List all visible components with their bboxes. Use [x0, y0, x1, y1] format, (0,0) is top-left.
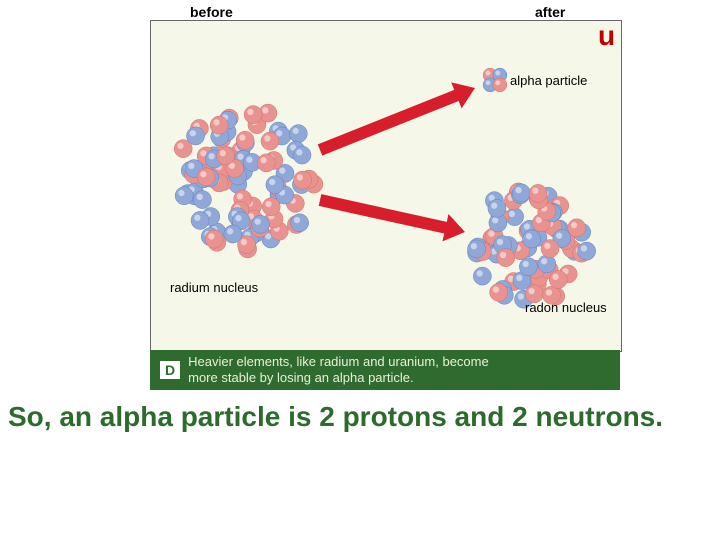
letter-u: u — [598, 20, 615, 52]
caption-tag: D — [160, 361, 180, 379]
caption-line1: Heavier elements, like radium and uraniu… — [188, 354, 489, 369]
label-alpha-particle: alpha particle — [510, 73, 587, 88]
label-before: before — [190, 4, 233, 20]
label-radon-nucleus: radon nucleus — [525, 300, 607, 315]
caption-line2: more stable by losing an alpha particle. — [188, 370, 413, 385]
label-after: after — [535, 4, 565, 20]
caption-text: Heavier elements, like radium and uraniu… — [188, 354, 489, 387]
caption-bar: D Heavier elements, like radium and uran… — [150, 350, 620, 390]
bottom-summary-text: So, an alpha particle is 2 protons and 2… — [8, 400, 712, 434]
label-radium-nucleus: radium nucleus — [170, 280, 258, 295]
